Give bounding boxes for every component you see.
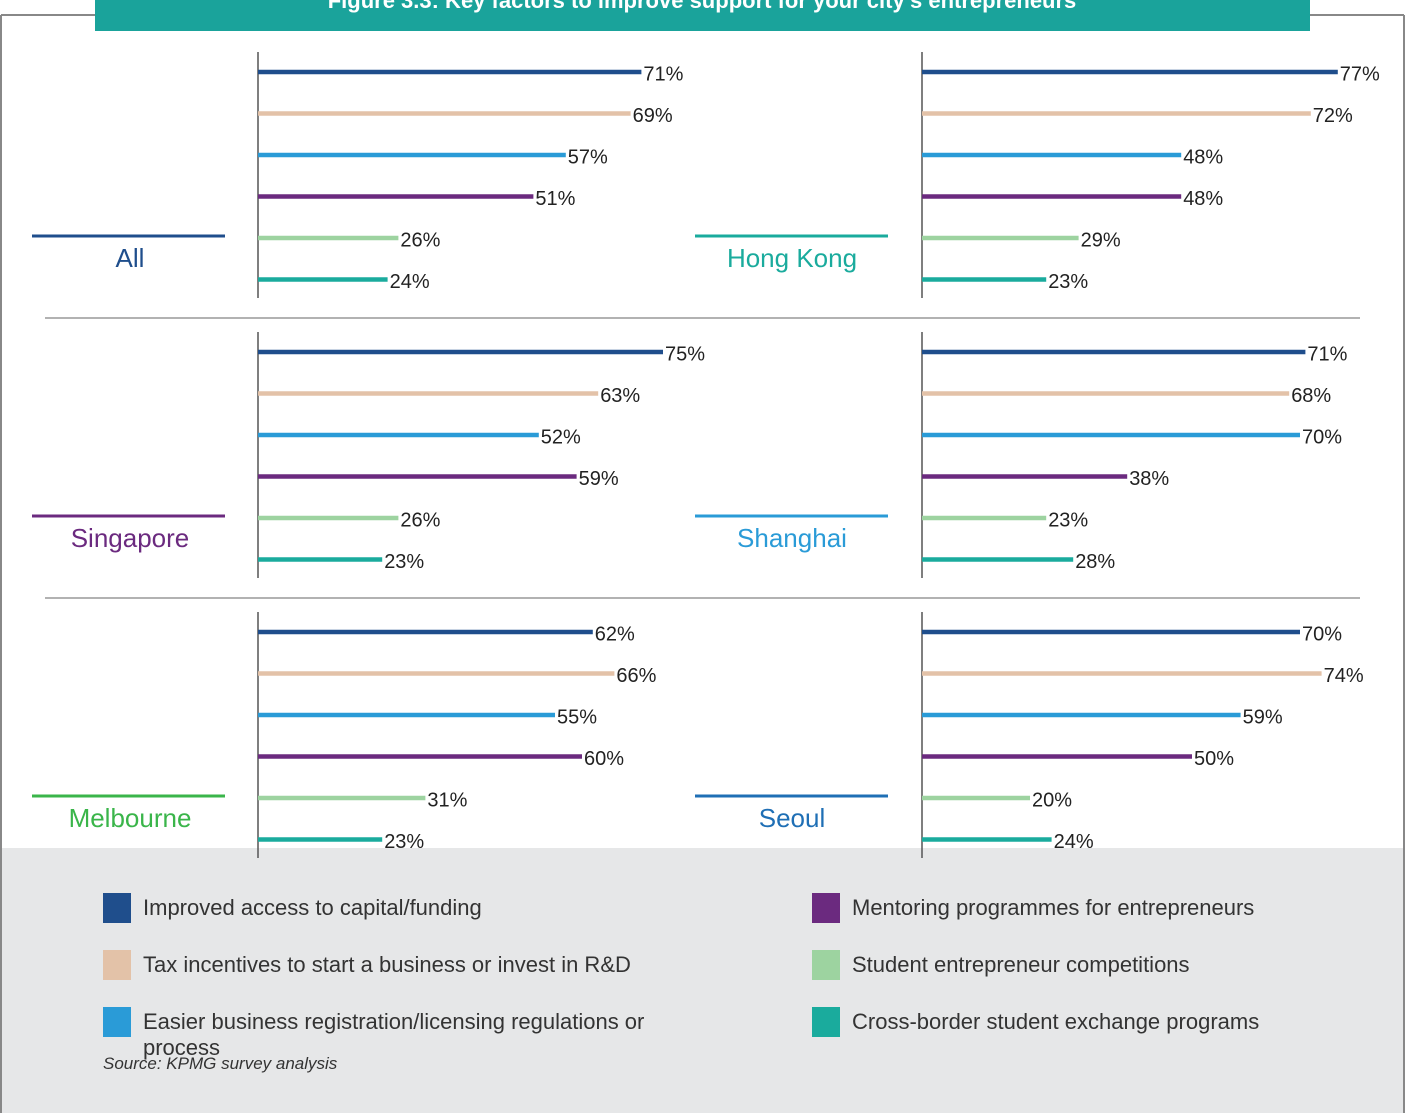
value-label: 63% [600,385,640,407]
value-label: 23% [1048,271,1088,293]
value-label: 62% [595,623,635,645]
value-label: 68% [1291,385,1331,407]
value-label: 24% [390,271,430,293]
value-label: 28% [1075,551,1115,573]
value-label: 23% [384,831,424,853]
legend-swatch [812,1007,840,1037]
value-label: 52% [541,426,581,448]
city-name: All [116,243,145,273]
value-label: 72% [1313,105,1353,127]
legend-label: Cross-border student exchange programs [852,1009,1260,1034]
value-label: 23% [1048,509,1088,531]
chart-title: Figure 3.3: Key factors to improve suppo… [328,0,1077,13]
source: Source: KPMG survey analysis [103,1054,338,1073]
value-label: 55% [557,706,597,728]
city-name: Shanghai [737,523,847,553]
value-label: 29% [1081,229,1121,251]
value-label: 77% [1340,63,1380,85]
value-label: 26% [400,229,440,251]
value-label: 38% [1129,468,1169,490]
value-label: 59% [1243,706,1283,728]
value-label: 71% [643,63,683,85]
value-label: 57% [568,146,608,168]
legend-swatch [103,950,131,980]
legend-swatch [103,893,131,923]
value-label: 59% [579,468,619,490]
city-name: Melbourne [69,803,192,833]
legend-background [0,848,1405,1113]
value-label: 48% [1183,188,1223,210]
legend-label: Improved access to capital/funding [143,895,482,920]
value-label: 26% [400,509,440,531]
value-label: 60% [584,748,624,770]
title-banner [95,0,1310,31]
legend-label: Mentoring programmes for entrepreneurs [852,895,1255,920]
value-label: 74% [1324,665,1364,687]
value-label: 20% [1032,789,1072,811]
value-label: 51% [535,188,575,210]
city-name: Singapore [71,523,190,553]
city-name: Hong Kong [727,243,857,273]
value-label: 66% [616,665,656,687]
legend-swatch [812,893,840,923]
legend-swatch [812,950,840,980]
value-label: 75% [665,343,705,365]
value-label: 24% [1054,831,1094,853]
value-label: 71% [1307,343,1347,365]
legend-swatch [103,1007,131,1037]
value-label: 50% [1194,748,1234,770]
legend-label: Student entrepreneur competitions [852,952,1190,977]
city-name: Seoul [759,803,826,833]
value-label: 23% [384,551,424,573]
value-label: 31% [427,789,467,811]
frame [0,14,1405,1113]
value-label: 70% [1302,426,1342,448]
value-label: 48% [1183,146,1223,168]
legend-label: Easier business registration/licensing r… [143,1009,645,1060]
value-label: 70% [1302,623,1342,645]
value-label: 69% [633,105,673,127]
legend-label: Tax incentives to start a business or in… [143,952,631,977]
